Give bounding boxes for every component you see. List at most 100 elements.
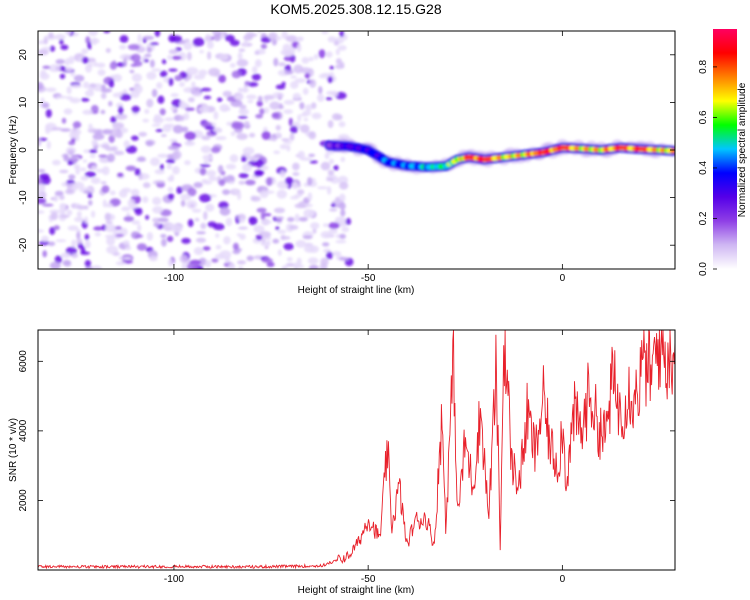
noise-blob (186, 67, 199, 76)
noise-blob (42, 65, 51, 70)
noise-blob (146, 71, 157, 80)
noise-blob (219, 207, 231, 216)
noise-blob (318, 86, 323, 95)
noise-blob (100, 92, 107, 100)
noise-blob (187, 51, 192, 61)
noise-blob (142, 182, 151, 189)
noise-blob (38, 194, 44, 198)
noise-blob (283, 141, 293, 144)
noise-blob (327, 76, 333, 84)
noise-blob (73, 74, 85, 82)
noise-blob (45, 87, 57, 93)
noise-blob (151, 68, 162, 72)
snr-series-line (38, 330, 675, 570)
noise-blob (236, 95, 243, 99)
noise-blob (101, 84, 106, 91)
noise-blob (166, 163, 172, 170)
noise-blob (118, 106, 124, 115)
noise-blob (253, 225, 265, 233)
noise-blob (309, 79, 317, 88)
noise-blob (83, 149, 92, 153)
noise-blob (224, 256, 231, 264)
noise-blob (145, 215, 150, 220)
noise-blob (275, 226, 280, 231)
noise-blob (192, 37, 205, 47)
noise-blob (169, 138, 178, 143)
noise-blob (275, 124, 281, 131)
noise-blob (302, 87, 309, 95)
noise-blob (180, 200, 186, 207)
noise-blob (174, 75, 183, 81)
noise-blob (275, 36, 282, 41)
y-axis-label-bottom: SNR (10 * v/v) (8, 418, 19, 482)
noise-blob (185, 107, 195, 111)
noise-blob (224, 34, 235, 42)
noise-blob (152, 196, 162, 206)
noise-blob (263, 94, 276, 100)
noise-blob (47, 241, 56, 247)
noise-blob (64, 31, 72, 36)
noise-blob (307, 177, 313, 186)
noise-blob (255, 114, 263, 119)
noise-blob (339, 193, 346, 203)
noise-blob (337, 45, 347, 51)
noise-blob (329, 228, 338, 235)
noise-blob (196, 231, 206, 235)
noise-blob (339, 31, 345, 38)
y-axis-bottom: 2000 4000 6000 (18, 350, 675, 512)
noise-blob (87, 41, 92, 50)
noise-blob (137, 224, 142, 232)
noise-blob (193, 182, 203, 188)
noise-blob (91, 139, 98, 147)
noise-blob (261, 131, 271, 140)
noise-blob (251, 196, 261, 202)
y-tick-label: 4000 (18, 419, 29, 442)
noise-blob (92, 133, 105, 140)
noise-blob (229, 39, 240, 47)
noise-blob (107, 153, 115, 163)
x-axis-top: -100 -50 0 (164, 31, 566, 284)
noise-blob (281, 265, 288, 269)
noise-blob (45, 109, 52, 118)
signal-track (323, 137, 675, 175)
noise-blob (289, 133, 295, 141)
noise-blob (79, 167, 87, 172)
noise-blob (41, 46, 51, 50)
noise-blob (186, 262, 198, 269)
noise-blob (72, 181, 85, 189)
colorbar-tick-label: 0.6 (698, 110, 709, 124)
noise-blob (90, 177, 101, 185)
noise-blob (138, 131, 148, 137)
noise-blob (309, 160, 318, 164)
noise-blob (200, 145, 212, 154)
noise-blob (292, 92, 301, 100)
noise-blob (171, 98, 182, 108)
noise-blob (325, 177, 334, 182)
noise-blob (294, 213, 300, 223)
noise-blob (335, 240, 347, 244)
noise-blob (133, 84, 143, 94)
noise-blob (72, 121, 82, 129)
noise-blob (176, 186, 183, 195)
noise-blob (242, 146, 255, 155)
chart-title: KOM5.2025.308.12.15.G28 (270, 1, 441, 17)
noise-blob (338, 121, 346, 128)
noise-blob (219, 53, 229, 61)
noise-blob (179, 100, 186, 110)
noise-blob (305, 242, 313, 248)
noise-blob (50, 211, 58, 221)
noise-blob (84, 259, 92, 268)
noise-blob (156, 82, 163, 89)
noise-blob (332, 251, 342, 256)
noise-blob (38, 169, 46, 173)
noise-blob (55, 59, 65, 65)
noise-blob (194, 217, 200, 222)
noise-blob (153, 222, 160, 227)
noise-blob (329, 65, 334, 70)
noise-blob (259, 108, 265, 115)
noise-blob (260, 241, 270, 247)
noise-blob (284, 70, 294, 75)
noise-blob (160, 133, 167, 138)
noise-blob (89, 83, 97, 88)
noise-blob (130, 63, 138, 67)
